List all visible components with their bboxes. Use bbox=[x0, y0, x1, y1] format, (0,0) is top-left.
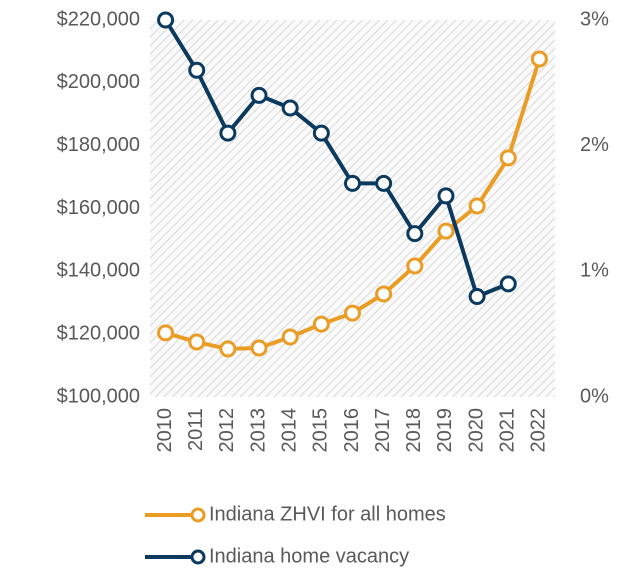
point bbox=[437, 187, 455, 205]
point bbox=[281, 328, 299, 346]
x-tick-label: 2019 bbox=[434, 408, 456, 453]
point bbox=[375, 174, 393, 192]
legend-marker bbox=[190, 507, 206, 523]
point bbox=[157, 324, 175, 342]
y2-tick-label: 2% bbox=[580, 134, 609, 156]
point bbox=[219, 340, 237, 358]
x-tick-label: 2018 bbox=[403, 408, 425, 453]
x-tick-label: 2012 bbox=[216, 408, 238, 453]
x-tick-label: 2011 bbox=[185, 408, 207, 451]
x-tick-label: 2016 bbox=[341, 408, 363, 453]
point bbox=[468, 287, 486, 305]
series-line bbox=[163, 18, 510, 299]
y-tick-label: $160,000 bbox=[57, 197, 140, 219]
y-tick-label: $180,000 bbox=[57, 134, 140, 156]
y-tick-label: $140,000 bbox=[57, 260, 140, 282]
x-tick-label: 2013 bbox=[247, 408, 269, 453]
legend-marker bbox=[190, 549, 206, 565]
point bbox=[250, 339, 268, 357]
point bbox=[406, 225, 424, 243]
point bbox=[312, 124, 330, 142]
y-tick-label: $120,000 bbox=[57, 322, 140, 344]
point bbox=[344, 304, 361, 322]
legend-label: Indiana ZHVI for all homes bbox=[209, 503, 446, 525]
point bbox=[406, 257, 424, 275]
y-tick-label: $200,000 bbox=[57, 71, 140, 93]
y-tick-label: $220,000 bbox=[57, 8, 140, 30]
x-tick-label: 2010 bbox=[154, 408, 176, 453]
point bbox=[468, 197, 486, 215]
point bbox=[188, 333, 206, 351]
x-tick-label: 2021 bbox=[497, 408, 519, 453]
point bbox=[219, 124, 237, 142]
point bbox=[499, 275, 517, 293]
point bbox=[344, 174, 361, 192]
point bbox=[530, 50, 548, 68]
y-tick-label: $100,000 bbox=[57, 385, 140, 407]
plot-area bbox=[150, 20, 555, 397]
point bbox=[375, 285, 393, 303]
x-tick-label: 2015 bbox=[310, 408, 332, 453]
y2-tick-label: 0% bbox=[580, 385, 609, 407]
x-tick-label: 2022 bbox=[528, 408, 550, 453]
point bbox=[157, 11, 175, 29]
point bbox=[281, 99, 299, 117]
x-tick-label: 2017 bbox=[372, 408, 394, 453]
x-tick-label: 2014 bbox=[278, 408, 300, 453]
x-tick-label: 2020 bbox=[465, 408, 487, 453]
point bbox=[437, 222, 455, 240]
point bbox=[312, 315, 330, 333]
y2-tick-label: 3% bbox=[580, 8, 609, 30]
point bbox=[499, 149, 517, 167]
y2-tick-label: 1% bbox=[580, 260, 609, 282]
point bbox=[188, 61, 206, 79]
legend-label: Indiana home vacancy bbox=[209, 545, 409, 567]
point bbox=[250, 86, 268, 104]
